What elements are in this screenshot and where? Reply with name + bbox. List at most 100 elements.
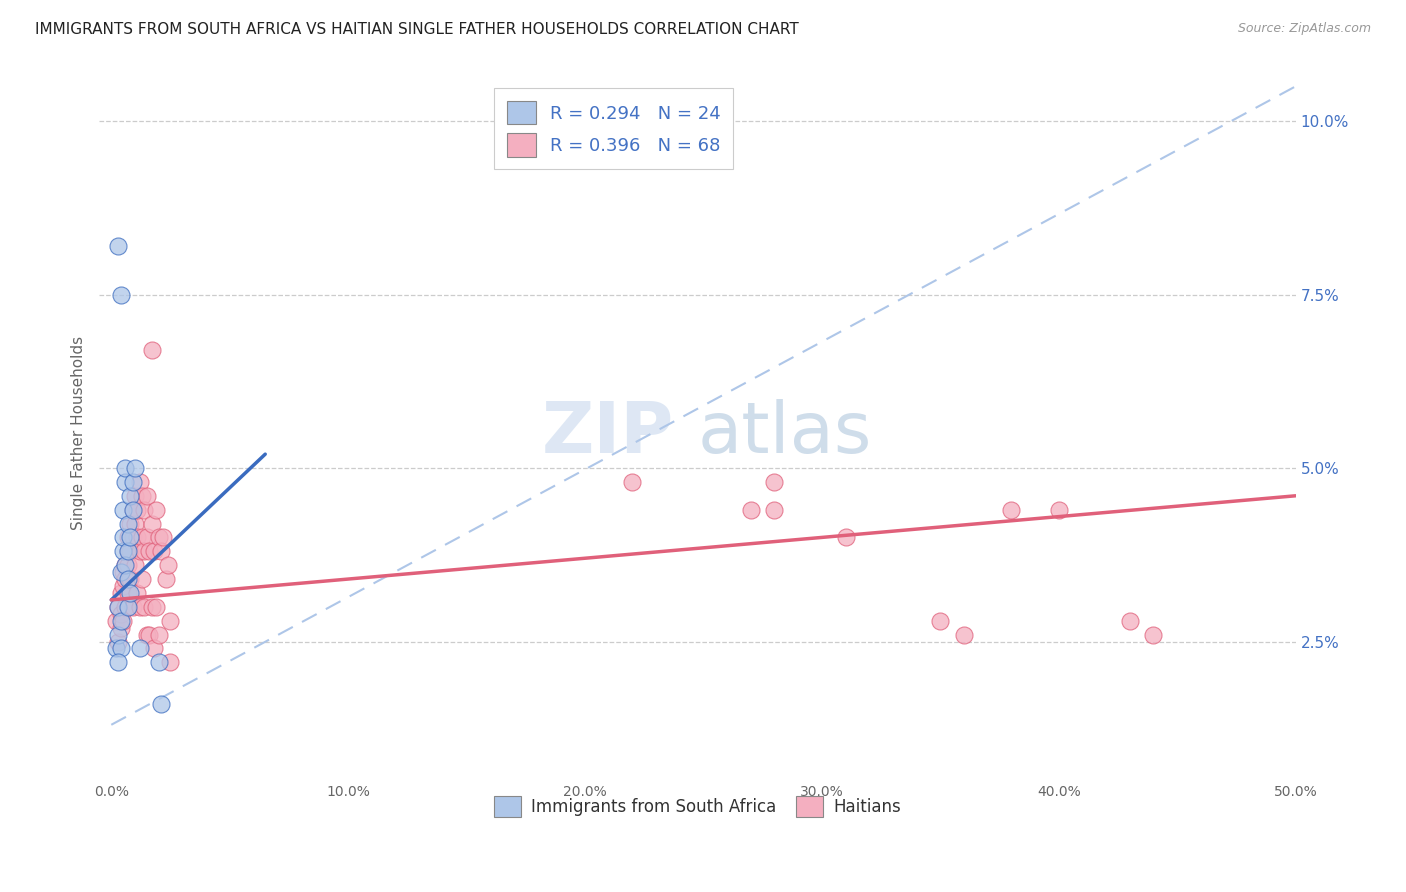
Point xyxy=(740,502,762,516)
Point xyxy=(121,502,143,516)
Point xyxy=(141,343,163,357)
Point xyxy=(124,516,146,531)
Point xyxy=(114,475,136,489)
Point xyxy=(141,599,163,614)
Y-axis label: Single Father Households: Single Father Households xyxy=(72,336,86,531)
Point xyxy=(120,572,142,586)
Text: ZIP: ZIP xyxy=(541,399,673,467)
Point xyxy=(114,572,136,586)
Point xyxy=(121,530,143,544)
Legend: Immigrants from South Africa, Haitians: Immigrants from South Africa, Haitians xyxy=(488,789,907,824)
Point xyxy=(834,530,856,544)
Point xyxy=(142,544,165,558)
Point xyxy=(105,614,128,628)
Text: atlas: atlas xyxy=(697,399,872,467)
Point xyxy=(112,544,135,558)
Point xyxy=(1142,627,1164,641)
Point xyxy=(117,530,139,544)
Point xyxy=(127,586,149,600)
Point xyxy=(1047,502,1070,516)
Point xyxy=(134,502,156,516)
Point xyxy=(107,599,129,614)
Point xyxy=(1000,502,1022,516)
Point xyxy=(150,544,173,558)
Point xyxy=(127,530,149,544)
Point xyxy=(148,627,170,641)
Point xyxy=(121,475,143,489)
Point xyxy=(112,614,135,628)
Point xyxy=(159,656,181,670)
Point xyxy=(145,502,167,516)
Point xyxy=(112,530,135,544)
Point xyxy=(117,544,139,558)
Point xyxy=(157,558,180,573)
Point xyxy=(128,544,150,558)
Point xyxy=(107,634,129,648)
Point xyxy=(621,475,644,489)
Point xyxy=(114,461,136,475)
Text: IMMIGRANTS FROM SOUTH AFRICA VS HAITIAN SINGLE FATHER HOUSEHOLDS CORRELATION CHA: IMMIGRANTS FROM SOUTH AFRICA VS HAITIAN … xyxy=(35,22,799,37)
Point xyxy=(120,516,142,531)
Point xyxy=(150,697,173,711)
Point xyxy=(141,516,163,531)
Point xyxy=(121,599,143,614)
Point xyxy=(763,502,786,516)
Point xyxy=(110,607,132,621)
Point xyxy=(117,599,139,614)
Point xyxy=(110,614,132,628)
Point xyxy=(124,461,146,475)
Point xyxy=(120,544,142,558)
Point xyxy=(120,489,142,503)
Point xyxy=(117,586,139,600)
Point xyxy=(145,599,167,614)
Point xyxy=(114,599,136,614)
Point xyxy=(110,641,132,656)
Point xyxy=(110,287,132,301)
Point xyxy=(110,586,132,600)
Point xyxy=(763,475,786,489)
Point xyxy=(135,627,157,641)
Point xyxy=(148,530,170,544)
Point xyxy=(131,572,153,586)
Point xyxy=(148,656,170,670)
Point xyxy=(120,586,142,600)
Point xyxy=(152,530,174,544)
Point xyxy=(114,558,136,573)
Point xyxy=(110,621,132,635)
Point xyxy=(138,627,160,641)
Point xyxy=(135,530,157,544)
Point xyxy=(128,641,150,656)
Point xyxy=(107,599,129,614)
Point xyxy=(155,572,177,586)
Point xyxy=(121,502,143,516)
Point xyxy=(953,627,976,641)
Point xyxy=(112,579,135,593)
Point xyxy=(159,614,181,628)
Point xyxy=(107,627,129,641)
Point xyxy=(105,641,128,656)
Point xyxy=(929,614,952,628)
Point xyxy=(112,565,135,579)
Point xyxy=(128,475,150,489)
Point xyxy=(114,558,136,573)
Point xyxy=(142,641,165,656)
Point xyxy=(134,544,156,558)
Point xyxy=(131,530,153,544)
Point xyxy=(134,599,156,614)
Point xyxy=(112,502,135,516)
Point xyxy=(110,565,132,579)
Point xyxy=(124,558,146,573)
Point xyxy=(120,530,142,544)
Point xyxy=(117,572,139,586)
Point xyxy=(135,489,157,503)
Point xyxy=(138,544,160,558)
Point xyxy=(124,489,146,503)
Point xyxy=(117,544,139,558)
Point xyxy=(117,516,139,531)
Point xyxy=(107,239,129,253)
Point xyxy=(128,599,150,614)
Point xyxy=(1119,614,1142,628)
Text: Source: ZipAtlas.com: Source: ZipAtlas.com xyxy=(1237,22,1371,36)
Point xyxy=(117,558,139,573)
Point xyxy=(107,656,129,670)
